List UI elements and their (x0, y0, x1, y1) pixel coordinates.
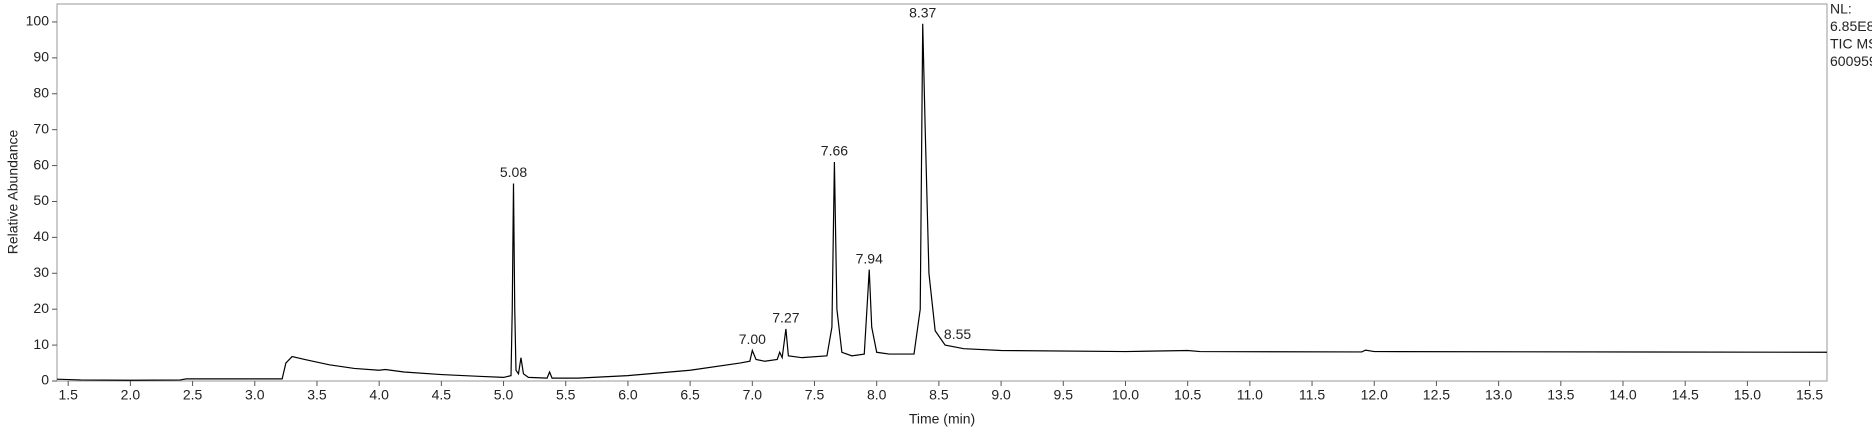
x-tick-label: 5.0 (494, 387, 514, 403)
x-tick-label: 12.5 (1423, 387, 1450, 403)
peak-label: 7.94 (856, 250, 883, 266)
plot-frame (56, 3, 1828, 382)
x-tick-label: 15.5 (1796, 387, 1823, 403)
x-tick-label: 2.0 (121, 387, 141, 403)
trace (56, 23, 1828, 381)
x-tick-label: 9.0 (991, 387, 1011, 403)
y-axis-label: Relative Abundance (5, 130, 21, 255)
x-tick-label: 5.5 (556, 387, 576, 403)
x-tick-label: 8.0 (867, 387, 887, 403)
info-line: TIC MS (1830, 36, 1872, 52)
x-tick-label: 10.0 (1112, 387, 1139, 403)
y-tick-label: 90 (33, 49, 49, 65)
y-tick-label: 100 (26, 13, 50, 29)
x-tick-label: 12.0 (1361, 387, 1388, 403)
x-tick-label: 1.5 (58, 387, 78, 403)
y-tick-label: 50 (33, 192, 49, 208)
x-tick-label: 14.0 (1609, 387, 1636, 403)
x-tick-label: 11.0 (1237, 387, 1263, 403)
x-tick-label: 6.0 (618, 387, 638, 403)
x-tick-label: 3.0 (245, 387, 265, 403)
x-tick-label: 7.5 (805, 387, 825, 403)
info-line: NL: (1830, 1, 1852, 17)
peak-label: 8.37 (909, 4, 936, 20)
x-tick-label: 8.5 (929, 387, 949, 403)
x-tick-label: 7.0 (743, 387, 763, 403)
y-tick-label: 30 (33, 264, 49, 280)
x-tick-label: 3.5 (307, 387, 327, 403)
x-tick-label: 2.5 (183, 387, 203, 403)
info-line: 600959 (1830, 53, 1872, 69)
x-tick-label: 13.5 (1547, 387, 1574, 403)
y-tick-label: 80 (33, 84, 49, 100)
y-tick-label: 70 (33, 120, 49, 136)
y-tick-label: 10 (33, 336, 49, 352)
y-tick-label: 40 (33, 228, 49, 244)
peak-label: 7.00 (739, 331, 766, 347)
peak-label: 7.66 (821, 143, 848, 159)
x-tick-label: 13.0 (1485, 387, 1512, 403)
x-tick-label: 9.5 (1054, 387, 1074, 403)
y-tick-label: 60 (33, 156, 49, 172)
peak-label: 8.55 (944, 326, 971, 342)
x-tick-label: 4.5 (432, 387, 452, 403)
info-line: 6.85E8 (1830, 18, 1872, 34)
x-tick-label: 6.5 (680, 387, 700, 403)
x-axis-label: Time (min) (909, 411, 975, 427)
y-tick-label: 20 (33, 300, 49, 316)
y-tick-label: 0 (41, 372, 49, 388)
peak-label: 5.08 (500, 164, 527, 180)
x-tick-label: 14.5 (1672, 387, 1699, 403)
x-tick-label: 15.0 (1734, 387, 1761, 403)
x-tick-label: 11.5 (1299, 387, 1325, 403)
x-tick-label: 10.5 (1174, 387, 1201, 403)
x-tick-label: 4.0 (369, 387, 389, 403)
peak-label: 7.27 (772, 310, 799, 326)
